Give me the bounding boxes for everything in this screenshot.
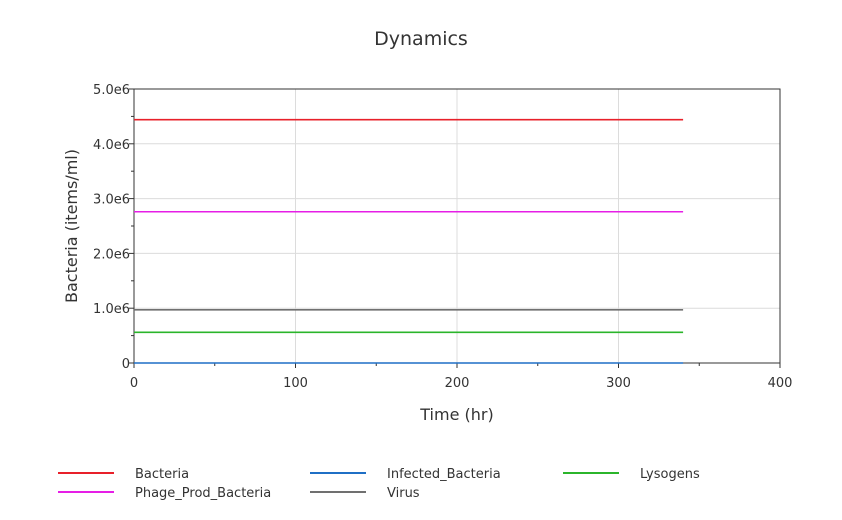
y-tick-label: 0 <box>122 357 130 372</box>
y-tick-label: 1.0e6 <box>93 302 130 317</box>
y-tick-label: 4.0e6 <box>93 138 130 153</box>
legend-label: Virus <box>387 486 420 501</box>
x-tick-label: 300 <box>606 376 631 391</box>
x-tick-label: 0 <box>130 376 138 391</box>
y-axis-label: Bacteria (items/ml) <box>62 149 81 303</box>
grid <box>134 89 780 363</box>
legend-label: Infected_Bacteria <box>387 467 501 482</box>
y-tick-label: 3.0e6 <box>93 193 130 208</box>
series-lines <box>134 118 684 364</box>
x-tick-label: 400 <box>768 376 793 391</box>
legend-label: Lysogens <box>640 467 700 482</box>
legend-label: Bacteria <box>135 467 189 482</box>
legend-label: Phage_Prod_Bacteria <box>135 486 271 501</box>
y-tick-label: 2.0e6 <box>93 247 130 262</box>
x-tick-label: 200 <box>445 376 470 391</box>
chart-title: Dynamics <box>374 28 468 50</box>
x-tick-label: 100 <box>283 376 308 391</box>
legend: Bacteria Phage_Prod_Bacteria Infected_Bact… <box>58 467 700 501</box>
axis-ticks: 0 100 200 300 400 0 1.0e6 2.0e6 3.0e6 4.0e6 5.0e6 <box>93 83 792 391</box>
x-axis-label: Time (hr) <box>419 405 493 424</box>
y-tick-label: 5.0e6 <box>93 83 130 98</box>
